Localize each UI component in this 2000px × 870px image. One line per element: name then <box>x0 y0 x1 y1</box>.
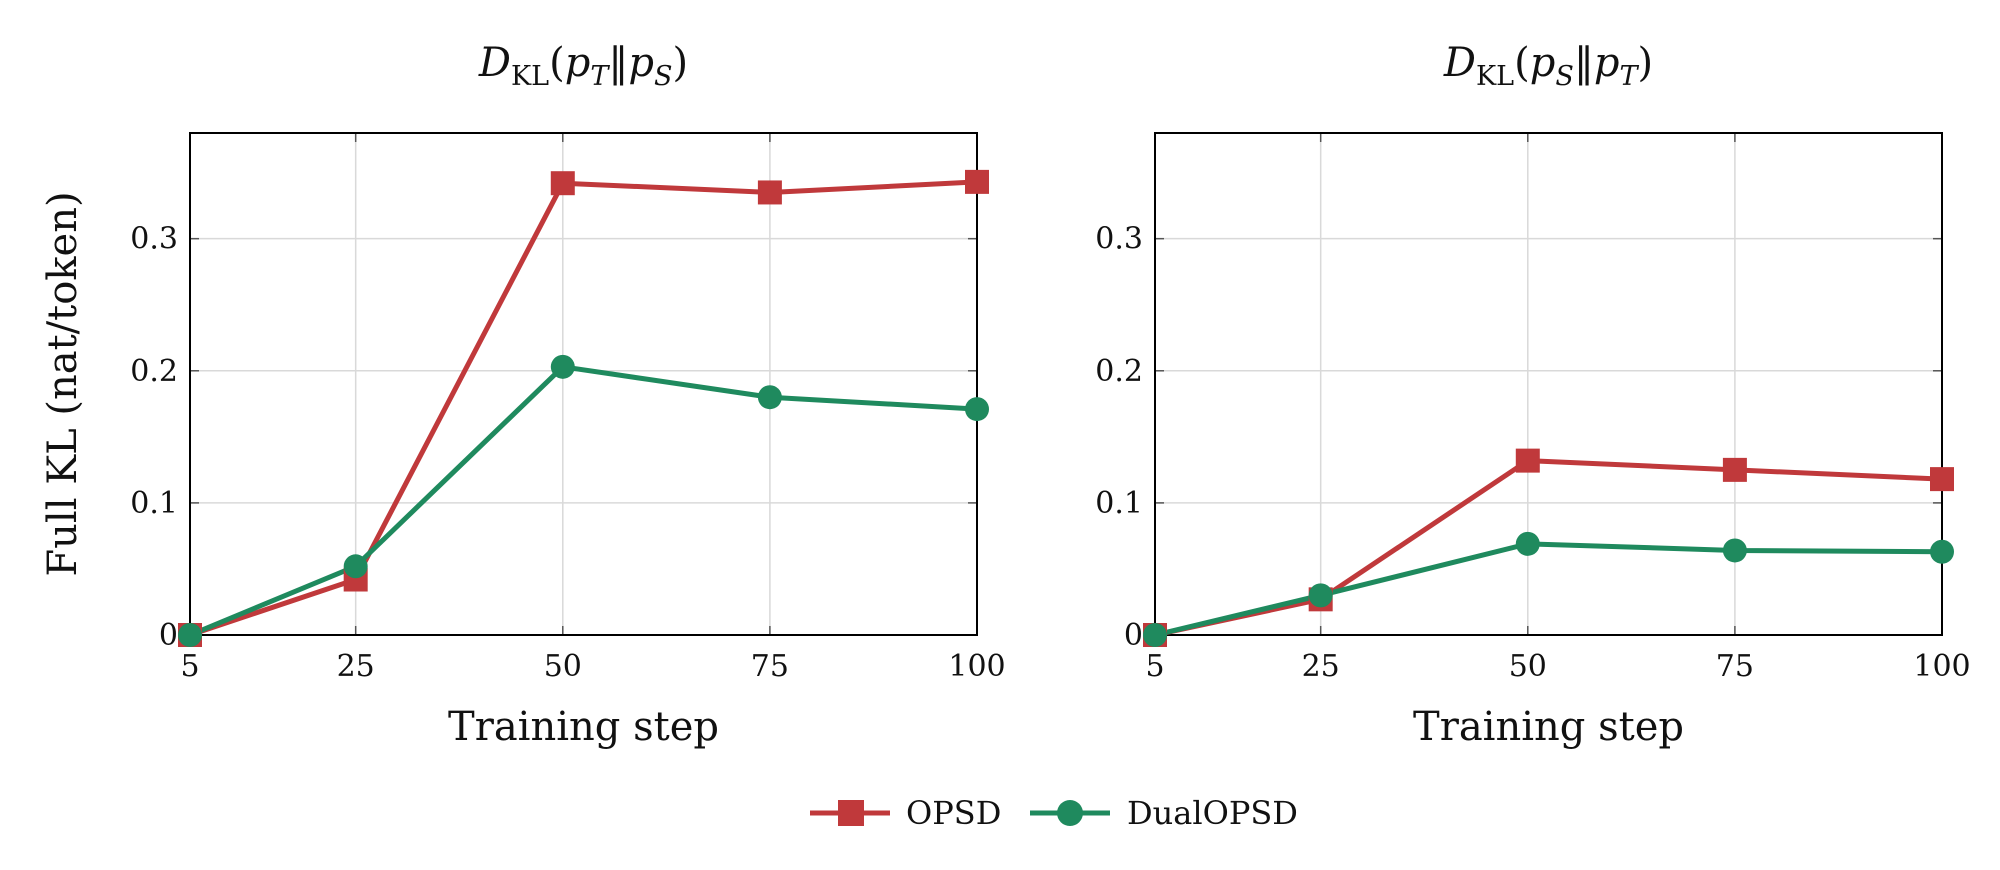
y-tick-label: 0.3 <box>1095 222 1143 257</box>
data-point-opsd <box>1930 467 1954 492</box>
legend-label: OPSD <box>906 794 1001 832</box>
data-point-dualopsd <box>550 354 575 379</box>
legend: OPSD DualOPSD <box>810 794 1298 832</box>
x-axis-label: Training step <box>448 704 719 750</box>
legend-label: DualOPSD <box>1127 794 1298 832</box>
chart-title-part: KL <box>511 61 549 92</box>
data-point-opsd <box>1722 457 1747 482</box>
chart-title-part: ) <box>1637 40 1653 86</box>
series-line-dualopsd <box>1154 541 1943 638</box>
chart-title-part: T <box>1619 61 1639 92</box>
data-point-dualopsd <box>757 385 782 410</box>
x-tick-label: 25 <box>337 649 375 684</box>
chart-title-part: ‖ <box>1574 40 1594 86</box>
x-tick-label: 75 <box>751 649 789 684</box>
chart-title-part: p <box>565 40 591 86</box>
y-tick-label: 0.1 <box>1095 486 1143 521</box>
y-tick-label: 0 <box>1124 618 1143 653</box>
y-tick-label: 0.2 <box>130 354 178 389</box>
x-tick-label: 5 <box>1145 649 1164 684</box>
y-tick-label: 0 <box>159 618 178 653</box>
x-tick-label: 100 <box>1913 649 1970 684</box>
legend-marker-square <box>838 800 864 826</box>
chart-title-part: D <box>1443 40 1476 86</box>
x-tick-label: 25 <box>1302 649 1340 684</box>
series-line-opsd <box>189 179 978 638</box>
chart-title-part: D <box>478 40 511 86</box>
data-point-dualopsd <box>1143 623 1167 647</box>
data-point-opsd <box>550 171 575 196</box>
legend-item-dualopsd: DualOPSD <box>1030 794 1298 832</box>
x-tick-label: 75 <box>1716 649 1754 684</box>
y-tick-label: 0.1 <box>130 486 178 521</box>
chart-title-part: ( <box>1514 40 1530 86</box>
x-tick-label: 50 <box>544 649 582 684</box>
chart-title-part: S <box>654 61 673 92</box>
plot-frame <box>1154 132 1943 636</box>
data-point-dualopsd <box>965 397 989 422</box>
x-tick-label: 50 <box>1509 649 1547 684</box>
y-tick-label: 0.2 <box>1095 354 1143 389</box>
chart-title-part: ( <box>549 40 565 86</box>
chart-title-part: KL <box>1476 61 1514 92</box>
data-point-dualopsd <box>343 554 368 579</box>
chart-title-part: T <box>590 61 610 92</box>
chart-panel-1: 5 25 50 75 100 0 0.1 0.2 0.3 Training step Full KL… <box>40 40 1006 750</box>
data-point-dualopsd <box>1308 583 1333 608</box>
chart-title: DKL(pS‖pT) <box>1443 40 1653 92</box>
y-axis-label: Full KL (nat/token) <box>40 191 86 576</box>
data-point-dualopsd <box>178 623 202 647</box>
data-point-opsd <box>1515 448 1540 473</box>
chart-title-part: p <box>1530 40 1556 86</box>
data-point-dualopsd <box>1722 538 1747 563</box>
legend-marker-circle <box>1057 800 1083 826</box>
chart-title-part: ) <box>672 40 688 86</box>
plot-frame <box>189 132 978 636</box>
data-point-dualopsd <box>1930 539 1954 564</box>
data-point-opsd <box>965 169 989 194</box>
data-point-dualopsd <box>1515 531 1540 556</box>
chart-title-part: ‖ <box>608 40 628 86</box>
chart-title: DKL(pT‖pS) <box>478 40 688 92</box>
x-axis-label: Training step <box>1413 704 1684 750</box>
chart-title-part: p <box>628 40 654 86</box>
data-point-opsd <box>757 180 782 205</box>
chart-title-part: p <box>1594 40 1620 86</box>
chart-title-part: S <box>1555 61 1574 92</box>
x-tick-label: 5 <box>180 649 199 684</box>
y-tick-label: 0.3 <box>130 222 178 257</box>
legend-item-opsd: OPSD <box>810 794 1001 832</box>
x-tick-label: 100 <box>948 649 1005 684</box>
